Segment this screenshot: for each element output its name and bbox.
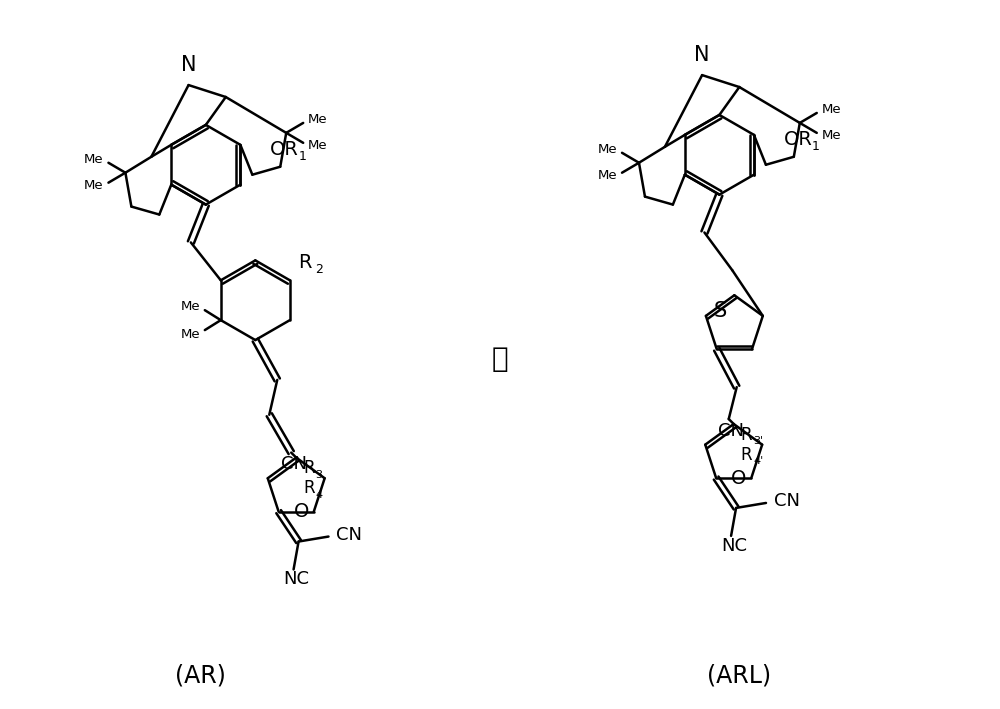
Text: N: N	[181, 55, 196, 75]
Text: Me: Me	[308, 113, 328, 126]
Text: 或: 或	[492, 345, 508, 373]
Text: CN: CN	[718, 422, 744, 440]
Text: Me: Me	[308, 140, 328, 152]
Text: Me: Me	[597, 143, 617, 156]
Text: R: R	[298, 253, 311, 272]
Text: CN: CN	[281, 455, 307, 474]
Text: Me: Me	[181, 328, 201, 340]
Text: OR: OR	[270, 140, 299, 160]
Text: Me: Me	[84, 179, 103, 192]
Text: (AR): (AR)	[175, 664, 226, 688]
Text: Me: Me	[181, 300, 201, 313]
Text: 1: 1	[298, 150, 306, 163]
Text: R: R	[303, 479, 315, 497]
Text: R: R	[741, 425, 752, 444]
Text: R: R	[741, 445, 752, 464]
Text: 4: 4	[316, 490, 323, 500]
Text: Me: Me	[597, 169, 617, 182]
Text: NC: NC	[284, 570, 310, 588]
Text: O: O	[293, 502, 309, 521]
Text: (ARL): (ARL)	[707, 664, 771, 688]
Text: N: N	[694, 45, 710, 65]
Text: CN: CN	[774, 492, 800, 510]
Text: Me: Me	[822, 129, 841, 143]
Text: 1: 1	[812, 140, 820, 153]
Text: 2: 2	[315, 263, 323, 276]
Text: O: O	[731, 469, 746, 488]
Text: NC: NC	[721, 537, 747, 554]
Text: Me: Me	[84, 153, 103, 167]
Text: R: R	[303, 459, 315, 477]
Text: S: S	[713, 301, 726, 321]
Text: 3: 3	[316, 470, 323, 480]
Text: CN: CN	[336, 525, 362, 544]
Text: Me: Me	[822, 104, 841, 116]
Text: 4': 4'	[753, 456, 763, 466]
Text: 3': 3'	[753, 435, 763, 446]
Text: OR: OR	[784, 130, 813, 150]
